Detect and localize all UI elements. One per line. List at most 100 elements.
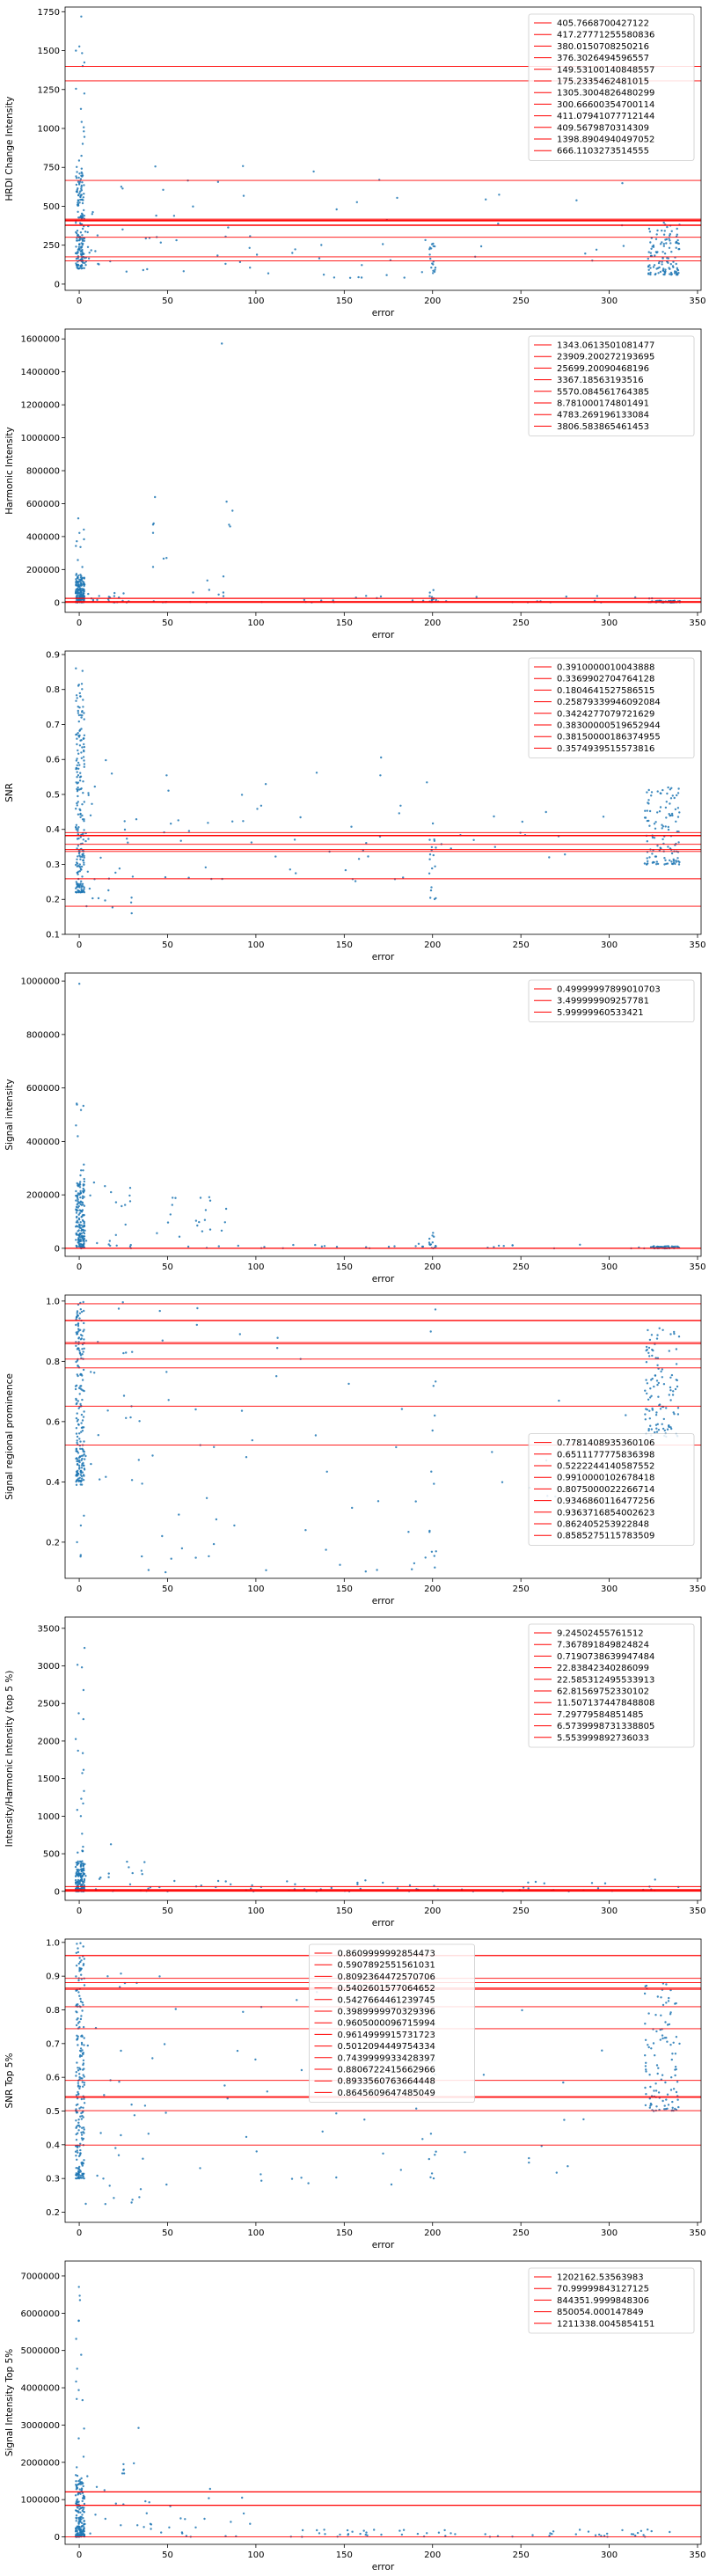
data-point <box>670 251 672 252</box>
data-point <box>79 1873 81 1875</box>
data-point <box>77 1192 79 1194</box>
data-point <box>135 818 137 820</box>
data-point <box>464 2151 465 2153</box>
data-point <box>78 1957 80 1958</box>
data-point <box>75 578 77 580</box>
y-tick-label: 0.7 <box>46 2039 60 2049</box>
data-point <box>647 840 648 842</box>
data-point <box>79 816 81 818</box>
data-point <box>430 267 432 268</box>
data-point <box>80 108 82 110</box>
data-point <box>428 1531 430 1533</box>
data-point <box>431 867 433 869</box>
data-point <box>77 2512 79 2514</box>
data-point <box>80 231 82 233</box>
data-point <box>81 710 83 712</box>
data-point <box>336 209 338 210</box>
data-point <box>194 1556 196 1558</box>
y-tick-label: 0.5 <box>46 2107 60 2117</box>
data-point <box>167 1221 169 1223</box>
data-point <box>653 861 654 863</box>
data-point <box>414 1245 416 1247</box>
data-point <box>648 264 650 266</box>
data-point <box>379 774 381 776</box>
data-point <box>160 2531 162 2533</box>
data-point <box>81 2009 83 2011</box>
data-point <box>411 1569 413 1570</box>
data-point <box>84 577 85 579</box>
data-point <box>78 159 80 161</box>
data-point <box>668 1426 669 1428</box>
data-point <box>79 2488 81 2490</box>
x-tick-label: 50 <box>162 2550 173 2560</box>
x-tick-label: 200 <box>424 296 441 306</box>
data-point <box>129 1200 131 1202</box>
data-point <box>81 2118 83 2119</box>
data-point <box>84 1453 85 1455</box>
data-point <box>82 2139 84 2141</box>
data-point <box>677 792 679 794</box>
x-tick-label: 350 <box>689 940 705 950</box>
y-tick-label: 500 <box>43 202 60 212</box>
data-point <box>76 1427 77 1429</box>
data-point <box>76 2514 77 2516</box>
data-point <box>548 856 550 858</box>
data-point <box>160 242 162 244</box>
data-point <box>669 2531 670 2533</box>
legend-entry: 9.24502455761512 <box>557 1629 644 1639</box>
data-point <box>82 2177 84 2178</box>
data-point <box>180 840 182 842</box>
data-point <box>393 1245 395 1247</box>
data-point <box>76 2061 77 2063</box>
data-point <box>78 890 80 892</box>
data-point <box>651 1428 653 1430</box>
data-point <box>644 2054 646 2056</box>
legend: 1343.061350108147723909.2002721936952569… <box>529 336 694 436</box>
x-tick-label: 0 <box>77 1584 82 1594</box>
data-point <box>77 2532 78 2534</box>
data-point <box>83 1338 84 1340</box>
y-tick-label: 1250 <box>38 85 60 95</box>
data-point <box>661 838 663 840</box>
data-point <box>295 872 296 874</box>
data-point <box>666 238 668 240</box>
data-point <box>647 799 649 801</box>
data-point <box>78 2294 80 2296</box>
data-point <box>77 2389 79 2391</box>
data-point <box>675 1388 676 1390</box>
data-point <box>206 1497 208 1499</box>
legend: 0.39100000100438880.33699027047641280.18… <box>529 658 694 758</box>
data-point <box>79 744 81 746</box>
data-point <box>656 860 658 862</box>
data-point <box>656 1431 658 1432</box>
data-point <box>77 1337 79 1339</box>
data-point <box>82 699 84 700</box>
legend-entry: 0.38300000519652944 <box>557 721 661 731</box>
legend-entry: 0.7190738639947484 <box>557 1652 654 1662</box>
data-point <box>81 1374 83 1376</box>
data-point <box>128 1195 130 1197</box>
data-point <box>596 249 597 251</box>
data-point <box>89 2533 91 2535</box>
x-tick-label: 50 <box>162 940 173 950</box>
x-tick-label: 0 <box>77 2550 82 2560</box>
data-point <box>80 836 82 838</box>
data-point <box>79 2170 81 2171</box>
data-point <box>81 2514 83 2515</box>
y-tick-label: 200000 <box>26 566 60 575</box>
data-point <box>671 853 673 854</box>
y-tick-label: 1.0 <box>46 1938 60 1948</box>
data-point <box>649 231 651 232</box>
y-tick-label: 0 <box>55 598 60 608</box>
data-point <box>649 241 651 243</box>
scatter-points <box>75 983 680 1249</box>
data-point <box>199 2167 201 2169</box>
data-point <box>81 2127 83 2129</box>
data-point <box>645 2104 647 2106</box>
y-tick-label: 0.6 <box>46 1417 60 1427</box>
data-point <box>77 1460 79 1462</box>
data-point <box>80 2035 82 2037</box>
data-point <box>84 1984 85 1986</box>
data-point <box>656 1365 658 1366</box>
x-tick-label: 350 <box>689 1906 705 1916</box>
